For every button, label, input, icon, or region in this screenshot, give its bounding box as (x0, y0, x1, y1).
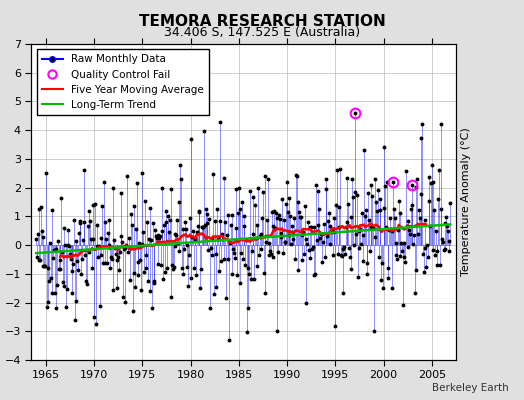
Legend: Raw Monthly Data, Quality Control Fail, Five Year Moving Average, Long-Term Tren: Raw Monthly Data, Quality Control Fail, … (37, 49, 209, 115)
Y-axis label: Temperature Anomaly (°C): Temperature Anomaly (°C) (462, 128, 472, 276)
Text: Berkeley Earth: Berkeley Earth (432, 383, 508, 393)
Text: TEMORA RESEARCH STATION: TEMORA RESEARCH STATION (139, 14, 385, 29)
Text: 34.406 S, 147.525 E (Australia): 34.406 S, 147.525 E (Australia) (164, 26, 360, 39)
